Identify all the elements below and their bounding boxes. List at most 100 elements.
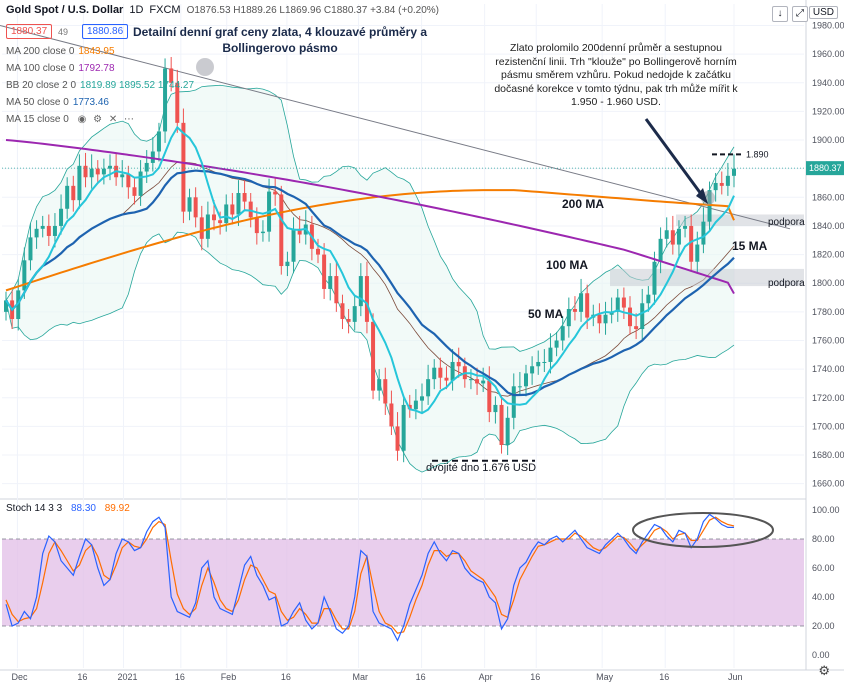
candle-body [713, 182, 718, 191]
candle-body [438, 367, 443, 378]
candle-body [224, 204, 229, 224]
candle-body [40, 225, 45, 229]
more-icon[interactable]: ⋯ [124, 114, 135, 125]
candle-body [28, 237, 33, 261]
candle-body [285, 261, 290, 267]
ma50-line [5, 169, 735, 397]
candle-body [389, 403, 394, 427]
price-tick-label: 1920.00 [812, 106, 844, 116]
legend-ma200-value: 1843.95 [78, 46, 115, 57]
candle-body [676, 228, 681, 245]
candle-body [725, 175, 730, 186]
candle-body [273, 191, 278, 195]
time-tick-label: 16 [530, 672, 540, 682]
candle-body [628, 307, 632, 327]
candle-body [664, 230, 669, 239]
ma100-annotation: 100 MA [546, 258, 588, 272]
candle-body [499, 404, 504, 446]
support-upper-label: podpora [768, 217, 805, 228]
currency-button[interactable]: USD [808, 6, 838, 19]
candle-body [683, 225, 688, 229]
price-tick-label: 1800.00 [812, 278, 844, 288]
settings-icon[interactable]: ⚙ [93, 114, 103, 125]
legend-ma50-label: MA 50 close 0 [6, 97, 69, 108]
candle-body [352, 306, 357, 322]
candle-body [652, 261, 657, 295]
candle-body [297, 228, 302, 235]
ask-price-box[interactable]: 1880.86 [82, 24, 129, 39]
candle-body [322, 254, 327, 289]
chart-title: Detailní denní graf ceny zlata, 4 klouza… [132, 25, 428, 55]
stoch-tick-label: 100.00 [812, 505, 840, 515]
candle-body [426, 379, 431, 397]
stoch-d-value: 89.92 [104, 503, 130, 514]
price-tick-label: 1860.00 [812, 192, 844, 202]
maximize-icon[interactable]: ⤢ [792, 6, 808, 22]
candle-body [413, 400, 418, 410]
eye-icon[interactable]: ◉ [77, 114, 87, 125]
stoch-legend[interactable]: Stoch 14 3 3 88.30 89.92 [6, 503, 130, 514]
legend-ma50[interactable]: MA 50 close 0 1773.46 [6, 97, 109, 108]
time-tick-label: 16 [281, 672, 291, 682]
price-tick-label: 1900.00 [812, 135, 844, 145]
candle-body [163, 68, 168, 132]
chart-header: Gold Spot / U.S. Dollar 1D FXCM O1876.53… [6, 4, 439, 16]
ohlc-readout: O1876.53 H1889.26 L1869.96 C1880.37 +3.8… [186, 4, 439, 16]
candle-body [701, 221, 706, 245]
candle-body [132, 187, 137, 196]
candle-body [475, 379, 480, 384]
candle-body [395, 426, 400, 451]
candle-body [236, 193, 241, 215]
candle-body [248, 201, 253, 218]
last-price-label: 1880.37 [809, 163, 842, 173]
candle-body [511, 386, 516, 418]
candle-body [517, 386, 522, 388]
download-icon[interactable]: ↓ [772, 6, 788, 22]
stoch-tick-label: 40.00 [812, 592, 835, 602]
candle-body [22, 260, 27, 291]
support-zone-upper [676, 214, 804, 226]
time-tick-label: 2021 [118, 672, 138, 682]
candle-body [689, 225, 694, 262]
price-tick-label: 1760.00 [812, 335, 844, 345]
time-tick-label: Apr [479, 672, 493, 682]
chart-settings-icon[interactable]: ⚙ [818, 663, 830, 678]
symbol-name[interactable]: Gold Spot / U.S. Dollar [6, 4, 124, 16]
close-icon[interactable]: ✕ [108, 114, 118, 125]
candle-body [120, 174, 125, 178]
ma50-annotation: 50 MA [528, 307, 564, 321]
time-tick-label: Jun [728, 672, 743, 682]
candle-body [505, 417, 510, 446]
ma200-line [5, 189, 735, 292]
candle-body [46, 225, 51, 236]
candle-body [548, 347, 553, 362]
bid-price-box[interactable]: 1880.37 [6, 24, 53, 39]
candle-body [254, 217, 259, 234]
candle-body [597, 314, 602, 324]
candle-body [634, 326, 639, 330]
price-tick-label: 1700.00 [812, 421, 844, 431]
bollinger-mid-line [5, 161, 735, 397]
candle-body [542, 361, 547, 363]
legend-ma100[interactable]: MA 100 close 0 1792.78 [6, 63, 115, 74]
source-label: FXCM [149, 4, 181, 16]
legend-bb[interactable]: BB 20 close 2 0 1819.89 1895.52 1744.27 [6, 80, 194, 91]
candle-body [316, 248, 320, 255]
candle-body [193, 197, 198, 218]
stoch-tick-label: 80.00 [812, 534, 835, 544]
candle-body [432, 367, 437, 380]
candle-body [205, 214, 210, 239]
candle-body [83, 165, 88, 178]
stoch-tick-label: 0.00 [812, 650, 830, 660]
candle-body [138, 171, 143, 196]
candle-body [108, 165, 112, 169]
interval-label[interactable]: 1D [129, 4, 144, 16]
legend-ma15[interactable]: MA 15 close 0 ◉ ⚙ ✕ ⋯ [6, 114, 134, 125]
candle-body [524, 373, 528, 387]
pointer-arrow-head [696, 188, 708, 204]
legend-ma15-label: MA 15 close 0 [6, 114, 69, 125]
candle-body [621, 297, 626, 308]
candle-body [156, 131, 161, 152]
legend-ma200[interactable]: MA 200 close 0 1843.95 [6, 46, 115, 57]
